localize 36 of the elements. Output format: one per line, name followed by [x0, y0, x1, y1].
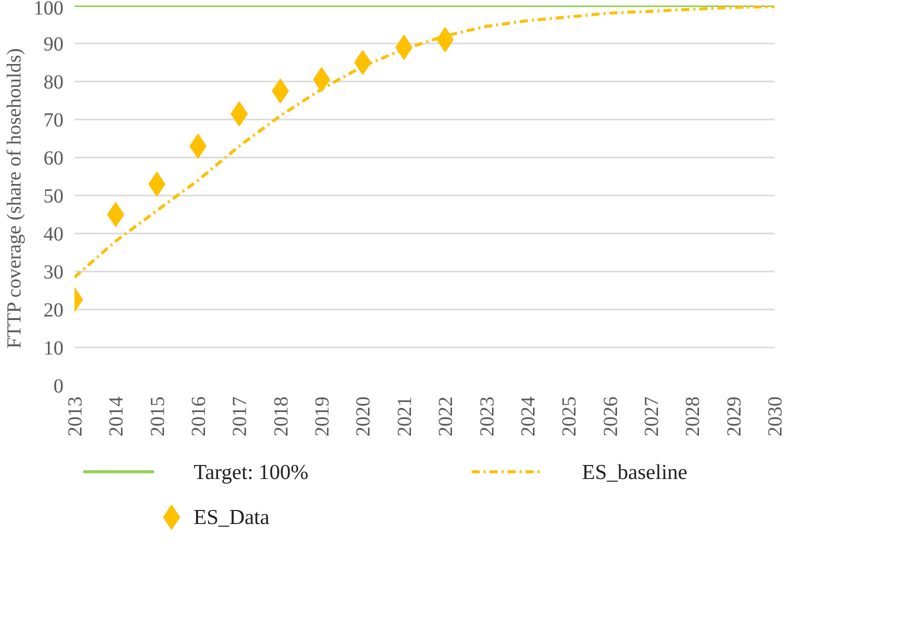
y-tick-label: 20 [44, 300, 64, 322]
y-tick-label: 50 [44, 186, 64, 208]
x-tick-label: 2018 [270, 396, 292, 436]
y-tick-label: 30 [44, 262, 64, 284]
x-tick-label: 2022 [435, 396, 458, 436]
x-tick-label: 2030 [764, 396, 786, 436]
x-tick-label: 2021 [394, 396, 416, 436]
x-tick-label: 2023 [476, 396, 498, 436]
line-series [74, 6, 774, 279]
y-tick-label: 10 [44, 338, 64, 360]
x-tick-label: 2013 [64, 396, 86, 436]
x-tick-label: 2025 [558, 396, 581, 436]
legend-label: ES_Data [194, 505, 270, 530]
y-tick-label: 60 [44, 148, 64, 170]
x-tick-label: 2019 [312, 396, 334, 436]
x-tick-label: 2024 [517, 396, 540, 436]
x-tick-label: 2029 [723, 396, 746, 436]
x-tick-label: 2028 [682, 396, 704, 436]
x-tick-label: 2017 [229, 396, 252, 436]
y-tick-label: 70 [44, 110, 64, 132]
x-tick-label: 2027 [640, 396, 663, 436]
x-tick-label: 2026 [600, 396, 622, 436]
legend-label: ES_baseline [582, 460, 688, 484]
point [107, 202, 124, 227]
legend-label: Target: 100% [194, 460, 309, 484]
y-tick-label: 40 [44, 224, 64, 246]
y-tick-label: 100 [34, 0, 64, 20]
x-tick-label: 2020 [352, 396, 375, 436]
y-axis-title: FTTP coverage (share of hosehoulds) [4, 48, 26, 349]
x-tick-label: 2016 [188, 396, 210, 436]
x-tick-label: 2014 [106, 396, 128, 436]
x-tick-label: 2015 [146, 396, 169, 436]
y-tick-label: 90 [44, 34, 64, 56]
y-tick-label: 80 [44, 72, 64, 94]
point [272, 78, 289, 104]
y-tick-label: 0 [54, 376, 64, 398]
